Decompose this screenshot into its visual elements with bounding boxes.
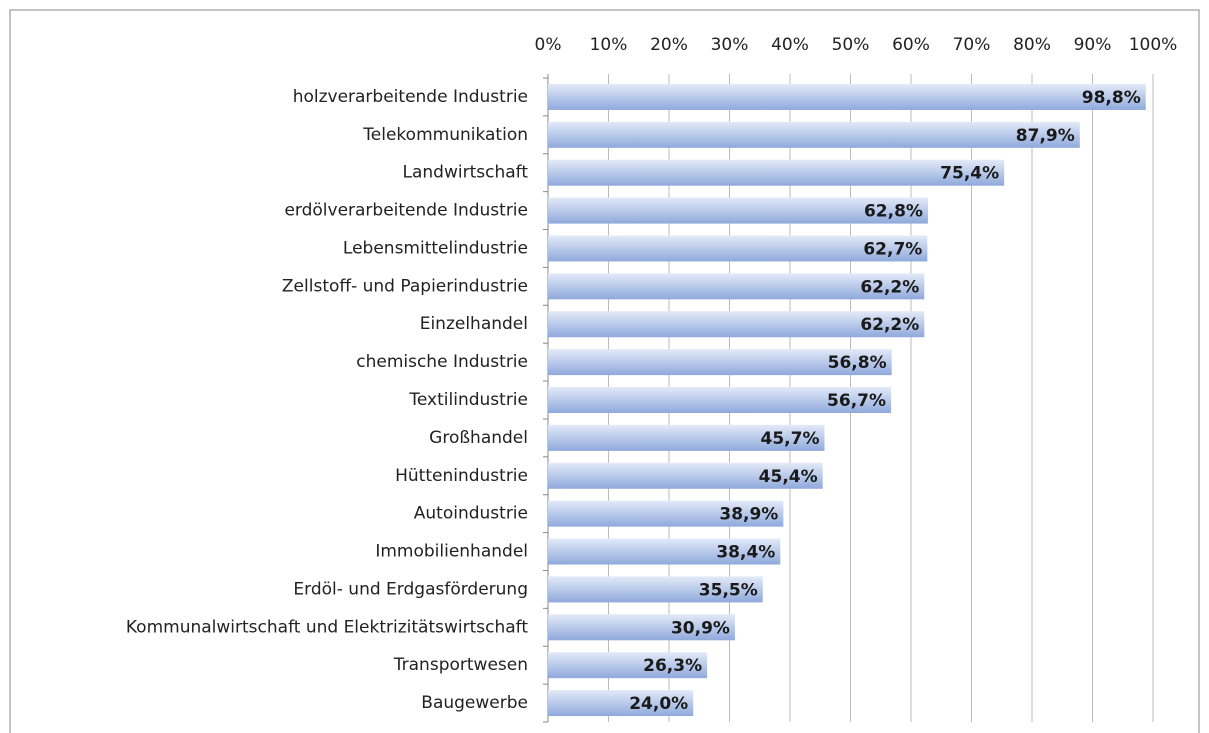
x-tick-label: 80% bbox=[1013, 35, 1051, 55]
x-tick-label: 70% bbox=[953, 35, 991, 55]
value-label: 30,9% bbox=[671, 618, 730, 638]
value-label: 75,4% bbox=[940, 164, 999, 184]
category-label: chemische Industrie bbox=[356, 352, 528, 372]
category-label: Kommunalwirtschaft und Elektrizitätswirt… bbox=[126, 617, 528, 637]
category-label: Landwirtschaft bbox=[403, 163, 529, 183]
category-label: Hüttenindustrie bbox=[395, 466, 528, 486]
value-label: 56,7% bbox=[827, 391, 886, 411]
bar bbox=[548, 424, 825, 451]
value-label: 62,2% bbox=[860, 277, 919, 297]
value-label: 56,8% bbox=[828, 353, 887, 373]
bar bbox=[548, 273, 925, 300]
bar bbox=[548, 159, 1005, 186]
bar bbox=[548, 538, 781, 565]
category-label: holzverarbeitende Industrie bbox=[293, 87, 528, 107]
category-label: Lebensmittelindustrie bbox=[343, 238, 528, 258]
value-label: 24,0% bbox=[629, 694, 688, 714]
value-label: 62,7% bbox=[863, 239, 922, 259]
category-label: Telekommunikation bbox=[362, 125, 528, 145]
category-label: Immobilienhandel bbox=[375, 542, 528, 562]
bar bbox=[548, 462, 823, 489]
x-tick-label: 60% bbox=[892, 35, 930, 55]
category-label: Autoindustrie bbox=[414, 504, 528, 524]
bar bbox=[548, 197, 928, 224]
bar bbox=[548, 576, 763, 603]
value-label: 62,8% bbox=[864, 202, 923, 222]
value-label: 62,2% bbox=[860, 315, 919, 335]
category-label: Einzelhandel bbox=[420, 314, 528, 334]
x-tick-label: 0% bbox=[535, 35, 562, 55]
value-label: 35,5% bbox=[699, 580, 758, 600]
bar bbox=[548, 614, 735, 641]
value-label: 26,3% bbox=[643, 656, 702, 676]
value-label: 45,7% bbox=[761, 429, 820, 449]
category-label: erdölverarbeitende Industrie bbox=[284, 201, 528, 221]
bar bbox=[548, 690, 694, 717]
category-label: Baugewerbe bbox=[421, 693, 528, 713]
value-label: 87,9% bbox=[1016, 126, 1075, 146]
bar bbox=[548, 235, 928, 262]
bar bbox=[548, 652, 708, 679]
category-label: Großhandel bbox=[429, 428, 528, 448]
bar bbox=[548, 500, 784, 527]
category-label: Erdöl- und Erdgasförderung bbox=[293, 579, 528, 599]
bar bbox=[548, 349, 892, 376]
bar bbox=[548, 121, 1080, 148]
bar bbox=[548, 311, 925, 338]
x-tick-label: 20% bbox=[650, 35, 688, 55]
category-label: Textilindustrie bbox=[408, 390, 528, 410]
category-label: Zellstoff- und Papierindustrie bbox=[282, 276, 528, 296]
x-tick-label: 90% bbox=[1074, 35, 1112, 55]
value-label: 38,4% bbox=[716, 543, 775, 563]
value-label: 45,4% bbox=[759, 467, 818, 487]
x-tick-label: 30% bbox=[711, 35, 749, 55]
bar bbox=[548, 387, 892, 413]
x-tick-label: 40% bbox=[771, 35, 809, 55]
value-label: 98,8% bbox=[1082, 88, 1141, 108]
x-tick-label: 10% bbox=[590, 35, 628, 55]
bar bbox=[548, 83, 1146, 110]
frame bbox=[9, 9, 1200, 733]
x-tick-label: 100% bbox=[1129, 35, 1178, 55]
x-tick-label: 50% bbox=[832, 35, 870, 55]
value-label: 38,9% bbox=[719, 505, 778, 525]
category-label: Transportwesen bbox=[393, 655, 528, 675]
